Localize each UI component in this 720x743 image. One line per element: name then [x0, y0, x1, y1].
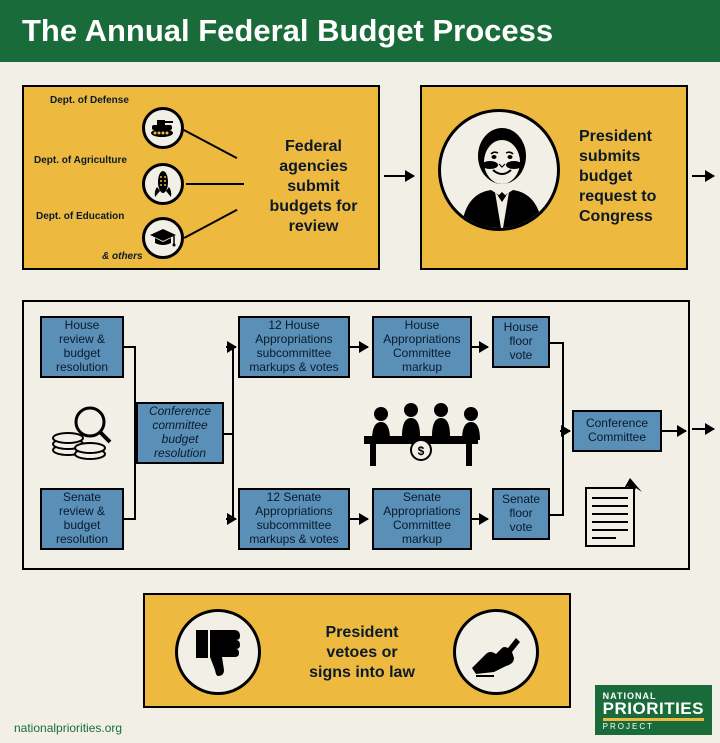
dept-others-label: & others [102, 251, 143, 262]
dept-agriculture-label: Dept. of Agriculture [34, 155, 127, 166]
box-conference-budget: Conference committee budget resolution [136, 402, 224, 464]
stage1-text: Federal agencies submit budgets for revi… [261, 137, 366, 237]
box-conference-committee: Conference Committee [572, 410, 662, 452]
box-house-12: 12 House Appropriations subcommittee mar… [238, 316, 350, 378]
arrow-icon [692, 428, 714, 430]
stage-president-signs: President vetoes or signs into law [143, 593, 571, 708]
box-senate-12: 12 Senate Appropriations subcommittee ma… [238, 488, 350, 550]
footer-logo: NATIONAL PRIORITIES PROJECT [595, 685, 712, 735]
box-senate-markup: Senate Appropriations Committee markup [372, 488, 472, 550]
logo-bottom: PROJECT [603, 722, 704, 731]
arrow-icon [692, 175, 714, 177]
arrow-icon [384, 175, 414, 177]
box-senate-vote: Senate floor vote [492, 488, 550, 540]
stage2-text: President submits budget request to Cong… [579, 127, 674, 227]
money-search-icon [50, 400, 116, 471]
page-title: The Annual Federal Budget Process [22, 13, 553, 49]
box-house-markup: House Appropriations Committee markup [372, 316, 472, 378]
tank-icon [142, 107, 184, 149]
stage4-text: President vetoes or signs into law [307, 623, 417, 683]
footer-url: nationalpriorities.org [14, 721, 122, 735]
box-senate-review: Senate review & budget resolution [40, 488, 124, 550]
dept-education-label: Dept. of Education [36, 211, 124, 222]
logo-mid: PRIORITIES [603, 701, 704, 716]
svg-text:$: $ [418, 444, 425, 458]
stage-federal-agencies: Dept. of Defense Dept. of Agriculture De… [22, 85, 380, 270]
box-house-vote: House floor vote [492, 316, 550, 368]
header: The Annual Federal Budget Process [0, 0, 720, 62]
graduation-cap-icon [142, 217, 184, 259]
thumbs-down-icon [175, 609, 261, 695]
stage-congress: House review & budget resolution Senate … [22, 300, 690, 570]
signing-hand-icon [453, 609, 539, 695]
dept-defense-label: Dept. of Defense [50, 95, 129, 106]
document-icon [572, 474, 650, 557]
corn-icon [142, 163, 184, 205]
box-house-review: House review & budget resolution [40, 316, 124, 378]
committee-table-icon: $ [356, 400, 486, 475]
president-portrait-icon [438, 109, 560, 231]
stage-president-submits: President submits budget request to Cong… [420, 85, 688, 270]
